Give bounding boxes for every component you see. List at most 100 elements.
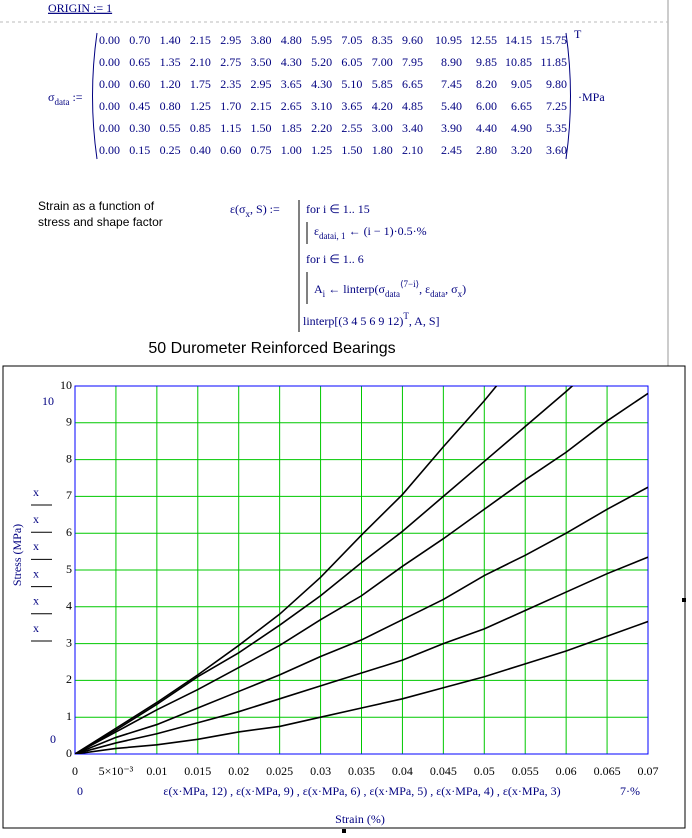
matrix-cell: 4.30 — [281, 55, 302, 69]
x-tick-label: 0 — [72, 764, 78, 778]
matrix-cell: 3.00 — [372, 121, 393, 135]
matrix-cell: 8.35 — [372, 33, 393, 47]
program-segment: T — [403, 311, 409, 321]
matrix-cell: 9.85 — [476, 55, 497, 69]
matrix-cell: 1.40 — [160, 33, 181, 47]
matrix-name: σdata:= — [48, 90, 83, 107]
matrix-cell: 1.80 — [372, 143, 393, 157]
matrix-cell: 0.00 — [99, 77, 120, 91]
matrix-symbol: σ — [48, 90, 55, 104]
program-segment: A — [314, 282, 323, 296]
y-tick-label: 10 — [60, 378, 72, 392]
matrix-cell: 3.80 — [251, 33, 272, 47]
program-line: linterp[(3 4 5 6 9 12)T, A, S] — [303, 311, 440, 328]
y-tick-label: 7 — [66, 488, 72, 502]
matrix-cell: 4.30 — [311, 77, 332, 91]
matrix-cell: 1.50 — [251, 121, 272, 135]
matrix-cell: 0.55 — [160, 121, 181, 135]
program-segment: i — [323, 289, 326, 299]
y-trace-label: x — [33, 485, 39, 499]
matrix-cell: 0.70 — [129, 33, 150, 47]
program-segment: , σ — [445, 282, 458, 296]
program-segment: (σ — [235, 202, 246, 216]
matrix-cell: 2.35 — [220, 77, 241, 91]
matrix-cell: 7.25 — [546, 99, 567, 113]
matrix-cell: 12.55 — [470, 33, 497, 47]
matrix-cell: 1.15 — [220, 121, 241, 135]
y-tick-label: 4 — [66, 599, 72, 613]
program-segment: x — [458, 289, 463, 299]
program-segment: data — [430, 289, 445, 299]
matrix-cell: 1.25 — [190, 99, 211, 113]
y-tick-label: 1 — [66, 709, 72, 723]
x-tick-label: 0.04 — [392, 764, 413, 778]
matrix-cell: 3.65 — [281, 77, 302, 91]
matrix-cell: 5.95 — [311, 33, 332, 47]
matrix-cell: 8.20 — [476, 77, 497, 91]
program-segment: , A, S] — [409, 314, 440, 328]
x-range-label: 0 — [77, 784, 83, 798]
program-segment: ← linterp(σ — [325, 282, 385, 296]
y-trace-label: x — [33, 594, 39, 608]
x-tick-label: 0.015 — [184, 764, 211, 778]
matrix-cell: 0.60 — [220, 143, 241, 157]
matrix-cell: 10.95 — [435, 33, 462, 47]
x-tick-label: 0.01 — [146, 764, 167, 778]
matrix-cell: 2.65 — [281, 99, 302, 113]
series-line — [75, 386, 574, 754]
series-line — [75, 620, 648, 754]
series-line — [75, 386, 498, 754]
matrix-cell: 0.00 — [99, 33, 120, 47]
x-tick-label: 0.025 — [266, 764, 293, 778]
matrix-cell: 5.40 — [441, 99, 462, 113]
plot-frame — [2, 365, 686, 829]
matrix-cells: 0.00 0.70 1.40 2.15 2.95 3.80 4.80 5.95 7.05 8.35… — [99, 33, 567, 157]
comment-line: Strain as a function of — [38, 199, 155, 213]
y-trace-label: x — [33, 566, 39, 580]
matrix-cell: 0.85 — [190, 121, 211, 135]
y-range-label: 0 — [50, 732, 56, 746]
matrix-cell: 0.45 — [129, 99, 150, 113]
matrix-cell: 2.45 — [441, 143, 462, 157]
matrix-cell: 3.60 — [546, 143, 567, 157]
matrix-cell: 4.20 — [372, 99, 393, 113]
program-segment: data — [385, 289, 400, 299]
matrix-cell: 1.85 — [281, 121, 302, 135]
y-tick-label: 3 — [66, 635, 72, 649]
program-segment: , S) := — [250, 202, 280, 216]
matrix-cell: 9.60 — [402, 33, 423, 47]
matrix-cell: 6.00 — [476, 99, 497, 113]
matrix-cell: 0.80 — [160, 99, 181, 113]
matrix-cell: 0.65 — [129, 55, 150, 69]
matrix-cell: 1.25 — [311, 143, 332, 157]
y-tick-label: 8 — [66, 451, 72, 465]
series-line — [75, 556, 648, 754]
matrix-cell: 0.00 — [99, 121, 120, 135]
matrix-cell: 0.25 — [160, 143, 181, 157]
matrix-cell: 4.90 — [511, 121, 532, 135]
program-segment: x — [246, 209, 251, 219]
matrix-assign: := — [72, 90, 82, 104]
matrix-cell: 9.80 — [546, 77, 567, 91]
y-tick-label: 6 — [66, 525, 72, 539]
matrix-cell: 2.10 — [190, 55, 211, 69]
matrix-cell: 7.95 — [402, 55, 423, 69]
matrix-transpose: T — [574, 27, 582, 41]
program-segment: ⟨7−i⟩ — [400, 279, 419, 289]
matrix-cell: 15.75 — [540, 33, 567, 47]
matrix-cell: 2.55 — [341, 121, 362, 135]
matrix-cell: 0.60 — [129, 77, 150, 91]
x-tick-label: 0.03 — [310, 764, 331, 778]
matrix-cell: 2.95 — [220, 33, 241, 47]
matrix-cell: 4.80 — [281, 33, 302, 47]
matrix-cell: 7.45 — [441, 77, 462, 91]
y-trace-label: x — [33, 512, 39, 526]
program-segment: ) — [462, 282, 466, 296]
matrix-left-paren — [92, 32, 98, 160]
matrix-cell: 4.85 — [402, 99, 423, 113]
matrix-cell: 0.00 — [99, 99, 120, 113]
x-tick-label: 0.045 — [430, 764, 457, 778]
matrix-cell: 6.05 — [341, 55, 362, 69]
